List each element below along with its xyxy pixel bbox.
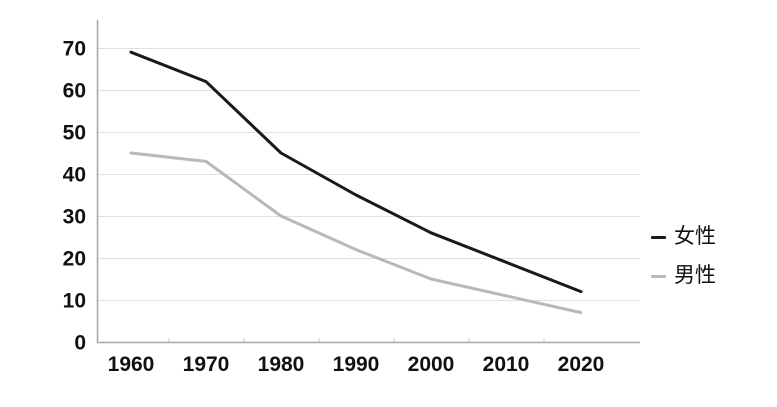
legend-item-female: 女性	[651, 226, 716, 248]
y-tick-label-0: 0	[74, 332, 86, 355]
x-tick-label-1990: 1990	[333, 353, 380, 376]
legend-label-female: 女性	[674, 225, 716, 248]
legend-line-swatch-female	[651, 235, 666, 239]
legend-label-male: 男性	[674, 264, 716, 287]
chart-legend: 女性 男性	[651, 226, 716, 304]
legend-item-male: 男性	[651, 265, 716, 287]
y-tick-label-50: 50	[63, 122, 86, 145]
x-tick-label-2010: 2010	[483, 353, 530, 376]
y-tick-label-20: 20	[63, 248, 86, 271]
x-tick-label-2020: 2020	[558, 353, 605, 376]
y-tick-label-70: 70	[63, 38, 86, 61]
x-tick-label-2000: 2000	[408, 353, 455, 376]
y-tick-label-30: 30	[63, 206, 86, 229]
y-tick-label-10: 10	[63, 290, 86, 313]
series-line-女性	[129, 50, 583, 294]
x-tick-label-1980: 1980	[258, 353, 305, 376]
y-tick-label-60: 60	[63, 80, 86, 103]
y-tick-label-40: 40	[63, 164, 86, 187]
x-tick-label-1960: 1960	[108, 353, 155, 376]
x-tick-label-1970: 1970	[183, 353, 230, 376]
legend-line-swatch-male	[651, 274, 666, 278]
series-line-男性	[129, 151, 583, 315]
